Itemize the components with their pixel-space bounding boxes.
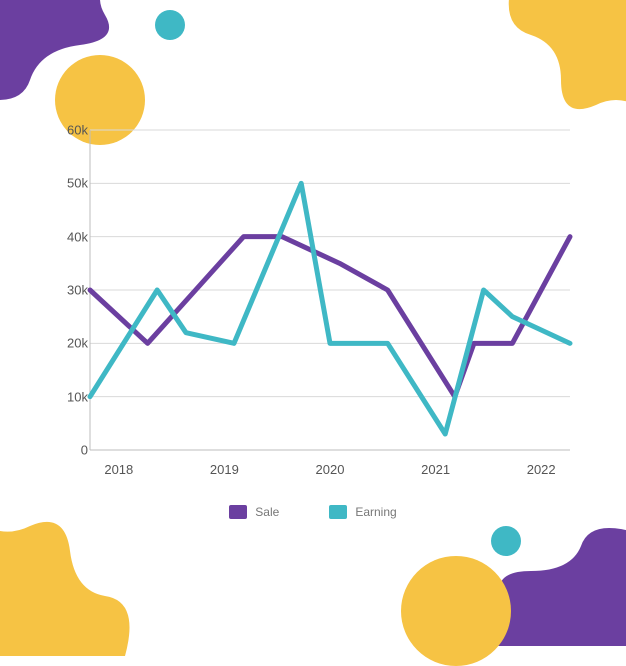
y-tick-label: 30k	[40, 283, 88, 298]
circle-teal-top	[155, 10, 185, 40]
series-line-sale	[90, 237, 570, 397]
legend-item-sale: Sale	[229, 505, 279, 519]
x-tick-label: 2022	[527, 462, 556, 477]
y-axis: 010k20k30k40k50k60k	[40, 130, 88, 450]
legend-swatch-sale	[229, 505, 247, 519]
legend: Sale Earning	[0, 505, 626, 519]
line-chart: 010k20k30k40k50k60k 20182019202020212022	[90, 130, 570, 450]
legend-label-earning: Earning	[355, 505, 396, 519]
x-tick-label: 2021	[421, 462, 450, 477]
y-tick-label: 60k	[40, 123, 88, 138]
y-tick-label: 50k	[40, 176, 88, 191]
y-tick-label: 0	[40, 443, 88, 458]
corner-blob-top-right	[476, 0, 626, 140]
y-tick-label: 10k	[40, 389, 88, 404]
y-tick-label: 40k	[40, 229, 88, 244]
x-tick-label: 2019	[210, 462, 239, 477]
circle-yellow-bottom-right	[401, 556, 511, 666]
x-tick-label: 2018	[104, 462, 133, 477]
chart-svg	[90, 130, 570, 450]
legend-label-sale: Sale	[255, 505, 279, 519]
circle-teal-bottom-right	[491, 526, 521, 556]
x-tick-label: 2020	[316, 462, 345, 477]
legend-item-earning: Earning	[329, 505, 396, 519]
gridlines	[90, 130, 570, 397]
y-tick-label: 20k	[40, 336, 88, 351]
legend-swatch-earning	[329, 505, 347, 519]
